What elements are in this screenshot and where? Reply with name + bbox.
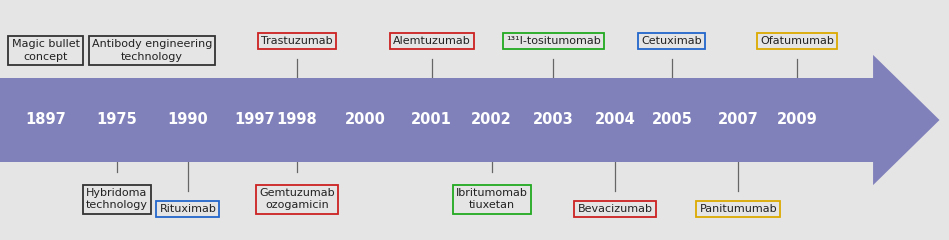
Text: 1998: 1998 (277, 113, 317, 127)
Text: Ibritumomab
tiuxetan: Ibritumomab tiuxetan (456, 188, 528, 210)
Text: 2000: 2000 (344, 113, 386, 127)
Text: Magic bullet
concept: Magic bullet concept (11, 39, 80, 62)
Text: 1975: 1975 (97, 113, 137, 127)
Text: Gemtuzumab
ozogamicin: Gemtuzumab ozogamicin (259, 188, 335, 210)
Text: Rituximab: Rituximab (159, 204, 216, 214)
Text: 2002: 2002 (472, 113, 512, 127)
Text: 2003: 2003 (533, 113, 573, 127)
Text: 2009: 2009 (777, 113, 817, 127)
Text: Hybridoma
technology: Hybridoma technology (85, 188, 148, 210)
Text: 1997: 1997 (234, 113, 274, 127)
Text: 2007: 2007 (718, 113, 758, 127)
Text: Panitumumab: Panitumumab (699, 204, 777, 214)
Text: Trastuzumab: Trastuzumab (261, 36, 333, 46)
Text: Ofatumumab: Ofatumumab (760, 36, 834, 46)
Text: Cetuximab: Cetuximab (642, 36, 702, 46)
Text: 1990: 1990 (168, 113, 208, 127)
Text: 2001: 2001 (411, 113, 453, 127)
Text: Alemtuzumab: Alemtuzumab (393, 36, 471, 46)
Polygon shape (0, 55, 940, 185)
Text: 2004: 2004 (595, 113, 635, 127)
Text: Bevacizumab: Bevacizumab (577, 204, 653, 214)
Text: ¹³¹I-tositumomab: ¹³¹I-tositumomab (506, 36, 601, 46)
Text: 1897: 1897 (26, 113, 65, 127)
Text: Antibody engineering
technology: Antibody engineering technology (92, 39, 212, 62)
Text: 2005: 2005 (651, 113, 693, 127)
